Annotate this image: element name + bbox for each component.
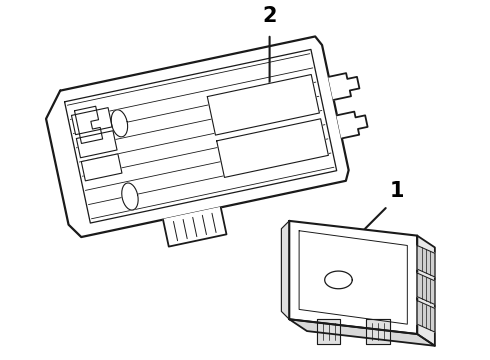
Polygon shape — [417, 301, 435, 332]
Polygon shape — [366, 319, 390, 344]
Polygon shape — [329, 73, 360, 100]
Polygon shape — [111, 110, 127, 137]
Polygon shape — [81, 154, 122, 181]
Polygon shape — [122, 183, 138, 210]
Polygon shape — [217, 119, 328, 177]
Polygon shape — [74, 106, 102, 144]
Polygon shape — [417, 273, 435, 305]
Polygon shape — [317, 319, 341, 344]
Polygon shape — [76, 131, 117, 158]
Text: 2: 2 — [262, 6, 277, 26]
Text: 1: 1 — [390, 181, 404, 201]
Polygon shape — [281, 221, 289, 319]
Polygon shape — [289, 221, 417, 334]
Polygon shape — [417, 236, 435, 346]
Polygon shape — [46, 36, 349, 237]
Polygon shape — [337, 112, 368, 138]
Polygon shape — [207, 75, 319, 135]
Polygon shape — [72, 108, 112, 135]
Polygon shape — [417, 246, 435, 277]
Polygon shape — [163, 207, 226, 247]
Polygon shape — [289, 319, 435, 346]
Polygon shape — [325, 271, 352, 289]
